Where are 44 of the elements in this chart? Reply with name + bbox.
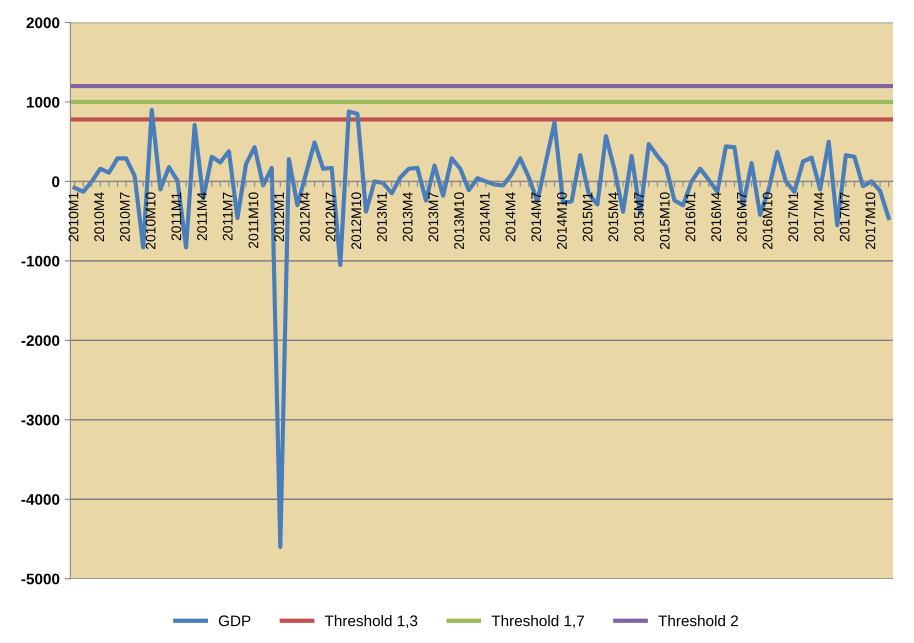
y-tick-label: -2000 [21, 335, 60, 346]
x-tick-label: 2013M1 [377, 192, 387, 242]
x-tick-label: 2011M10 [248, 192, 258, 248]
x-tick-label: 2013M7 [428, 192, 438, 242]
legend-label: Threshold 1,7 [492, 615, 584, 628]
y-tick-label: -1000 [21, 256, 60, 267]
x-tick-label: 2017M7 [840, 192, 850, 242]
x-tick-label: 2013M10 [454, 192, 464, 250]
x-tick-label: 2015M10 [660, 192, 670, 250]
x-tick-label: 2014M4 [506, 192, 516, 242]
y-tick-label: 0 [52, 176, 60, 188]
x-tick-label: 2012M4 [300, 192, 310, 242]
x-tick-label: 2013M4 [402, 192, 413, 242]
x-tick-label: 2011M1 [171, 192, 182, 240]
x-tick-label: 2016M7 [736, 192, 747, 242]
x-tick-label: 2015M4 [608, 192, 618, 242]
x-tick-label: 2012M7 [326, 192, 336, 242]
x-tick-label: 2010M10 [146, 192, 156, 250]
y-tick-label: -3000 [21, 414, 60, 426]
y-tick-label: 2000 [26, 17, 60, 28]
x-tick-label: 2017M10 [865, 192, 876, 250]
x-tick-label: 2012M1 [274, 192, 284, 242]
x-tick-label: 2010M7 [120, 192, 130, 242]
x-tick-label: 2016M1 [686, 192, 696, 242]
x-tick-label: 2014M10 [556, 192, 567, 250]
x-tick-label: 2015M7 [634, 192, 644, 242]
x-tick-label: 2014M1 [480, 192, 490, 242]
legend-label: Threshold 2 [658, 615, 738, 626]
x-tick-label: 2016M10 [762, 192, 772, 250]
x-tick-label: 2016M4 [711, 192, 722, 242]
x-tick-label: 2017M1 [788, 192, 798, 242]
x-tick-label: 2017M4 [814, 192, 824, 242]
x-tick-label: 2012M10 [351, 192, 362, 250]
x-tick-label: 2010M4 [94, 192, 104, 242]
x-tick-label: 2011M4 [197, 192, 207, 240]
y-tick-label: -5000 [21, 574, 60, 584]
x-tick-label: 2010M1 [68, 192, 78, 242]
legend-label: Threshold 1,3 [324, 615, 418, 628]
x-tick-label: 2014M7 [531, 192, 542, 242]
legend-label: GDP [218, 615, 250, 626]
y-tick-label: 1000 [26, 96, 60, 108]
y-tick-label: -4000 [21, 494, 60, 505]
x-tick-label: 2011M7 [222, 192, 233, 240]
x-tick-label: 2015M1 [582, 192, 593, 242]
